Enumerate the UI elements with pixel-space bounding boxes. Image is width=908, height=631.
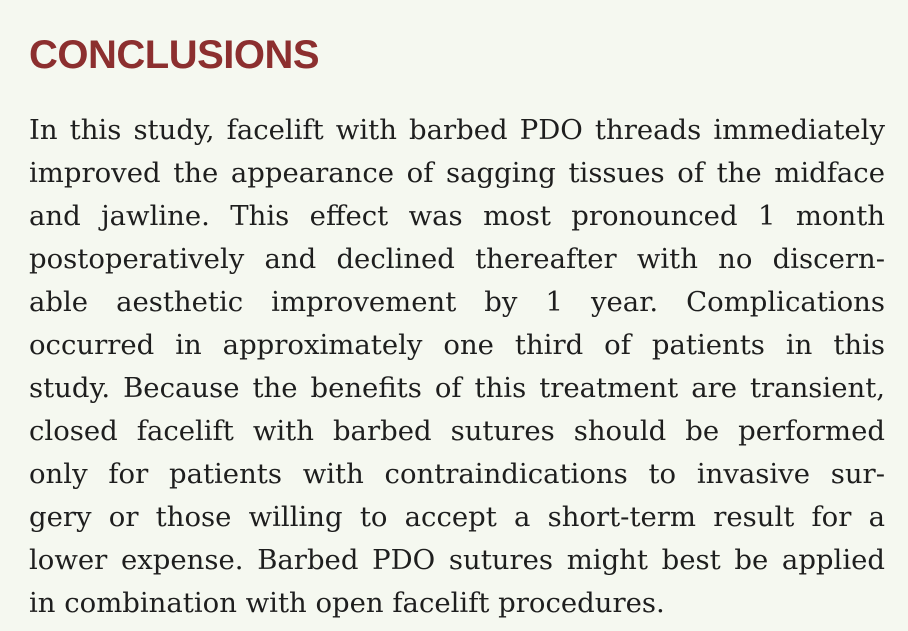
paragraph-line: In this study, facelift with barbed PDO … <box>29 114 885 146</box>
paragraph-line: improved the appearance of sagging tissu… <box>29 157 885 189</box>
paragraph-line: closed facelift with barbed sutures shou… <box>29 415 885 447</box>
paragraph-line: only for patients with contraindications… <box>29 458 885 490</box>
section-heading: CONCLUSIONS <box>29 33 320 77</box>
paragraph-line: occurred in approximately one third of p… <box>29 329 885 361</box>
paragraph-line: postoperatively and declined thereafter … <box>29 243 885 275</box>
paragraph-line: and jawline. This effect was most pronou… <box>29 200 885 232</box>
paragraph-line: gery or those willing to accept a short-… <box>29 501 885 533</box>
paragraph-line: able aesthetic improvement by 1 year. Co… <box>29 286 885 318</box>
conclusions-paragraph: In this study, facelift with barbed PDO … <box>29 109 885 625</box>
paragraph-line: in combination with open facelift proced… <box>29 587 665 619</box>
paragraph-line: study. Because the benefits of this trea… <box>29 372 885 404</box>
paragraph-line: lower expense. Barbed PDO sutures might … <box>29 544 885 576</box>
